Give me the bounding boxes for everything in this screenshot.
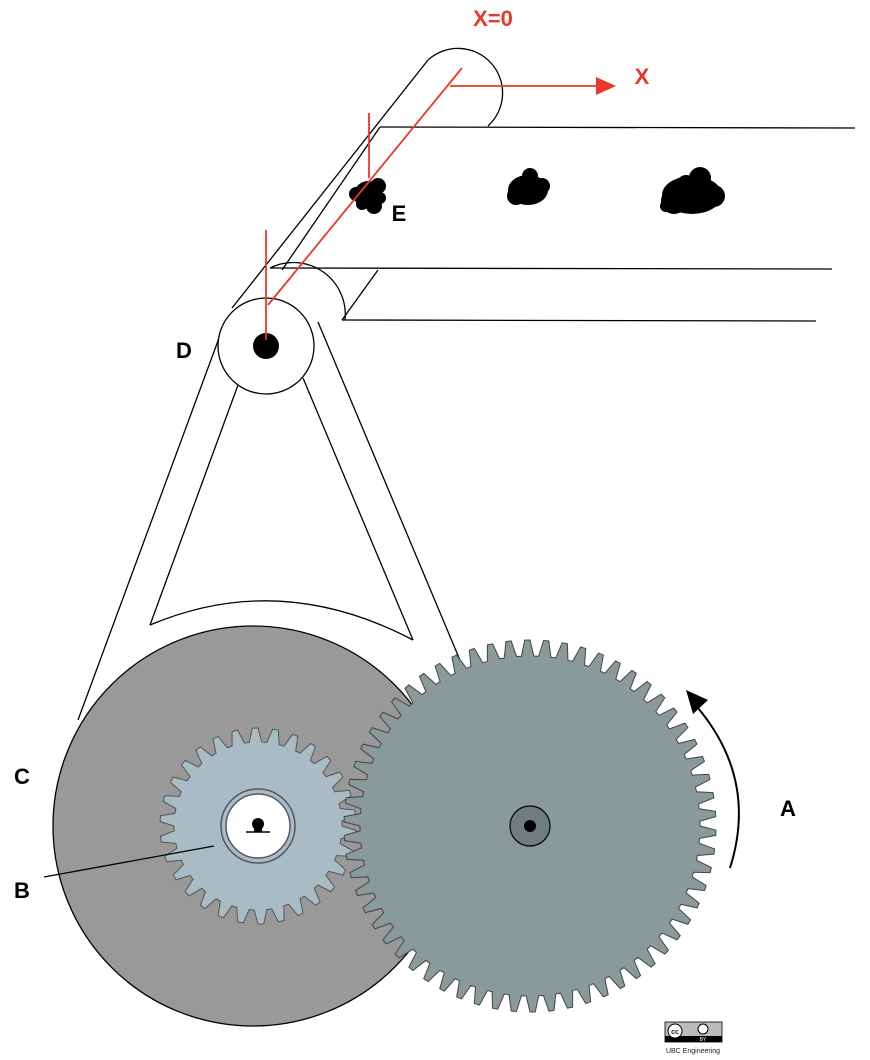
pulley-d <box>217 297 315 395</box>
item-blob-3 <box>660 167 725 214</box>
item-blob-2 <box>507 168 550 205</box>
license-credit: UBC Engineering <box>666 1048 720 1055</box>
x-axis-overlay <box>265 67 616 340</box>
belt-items <box>349 167 725 214</box>
top-pulley <box>427 47 504 127</box>
item-e-blob <box>349 178 386 214</box>
label-x-zero: X=0 <box>473 6 513 31</box>
shaft-bearing-icon <box>246 818 270 833</box>
label-c: C <box>14 764 30 789</box>
cc-icon-text: cc <box>671 1029 679 1036</box>
by-text: BY <box>700 1037 707 1043</box>
label-e: E <box>392 201 407 226</box>
gear-a <box>343 639 717 1013</box>
label-d: D <box>176 338 192 363</box>
label-b: B <box>14 878 30 903</box>
drive-belt <box>77 321 463 721</box>
by-person-icon <box>697 1023 709 1035</box>
gear-b <box>159 727 357 925</box>
label-b-leader <box>43 845 215 878</box>
label-x: X <box>635 64 650 89</box>
cc-icon <box>667 1023 683 1039</box>
conveyor-belt <box>231 47 856 322</box>
label-a: A <box>780 796 796 821</box>
cc-license-badge: cc BY UBC Engineering <box>664 1021 723 1055</box>
rotation-arrow-icon <box>686 690 740 869</box>
